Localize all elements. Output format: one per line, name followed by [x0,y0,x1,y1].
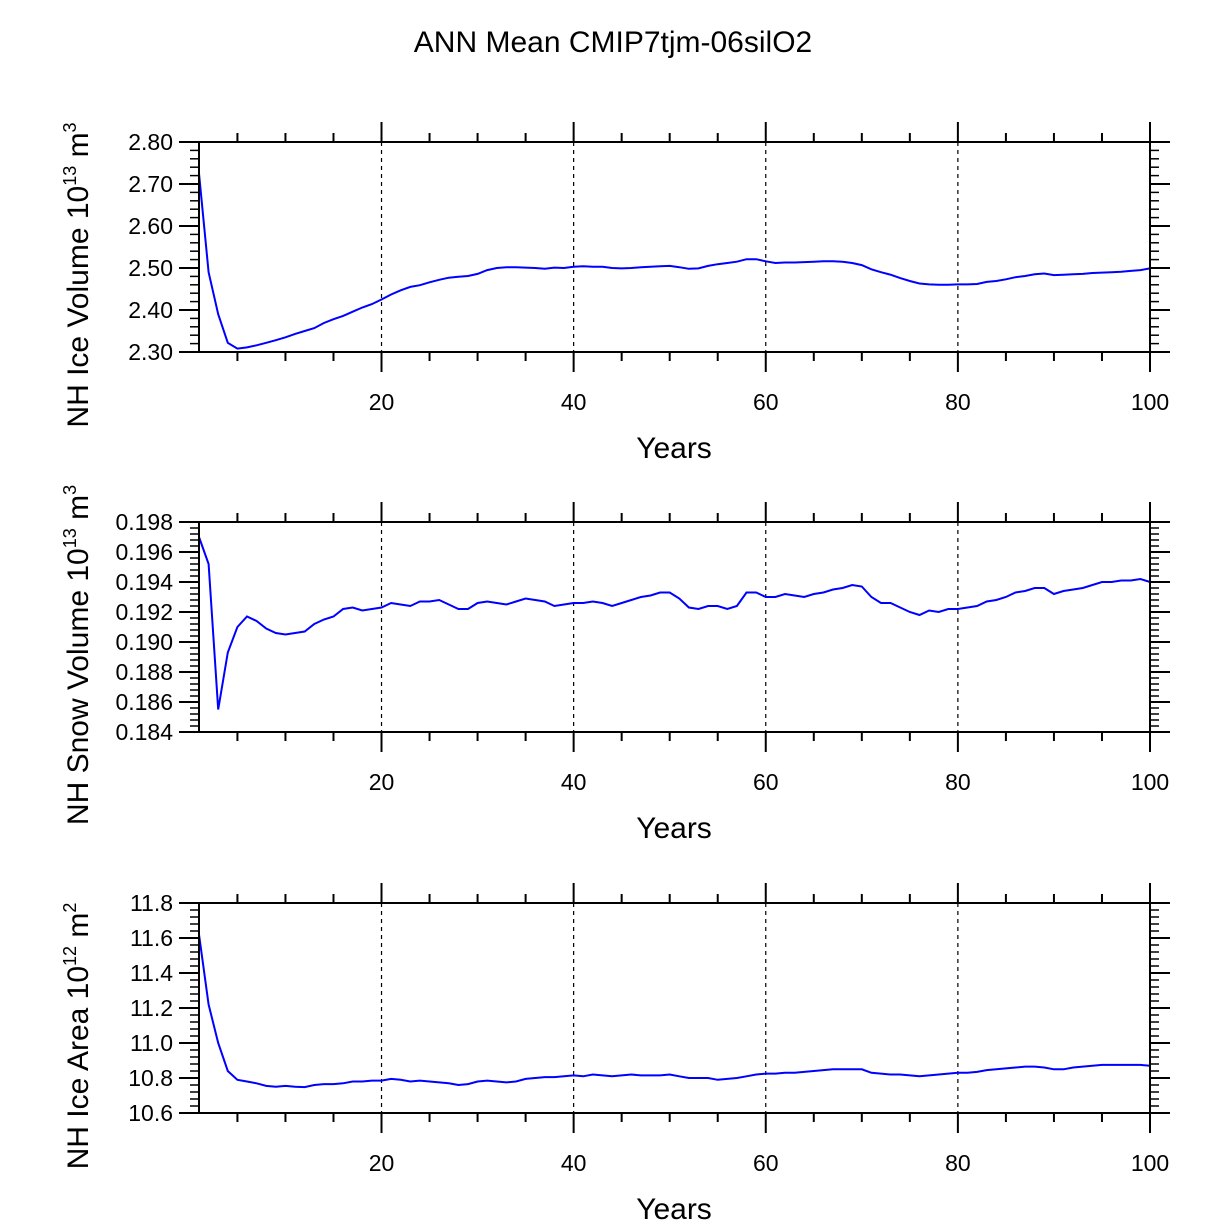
y-tick-label: 2.70 [128,171,173,197]
chart-panel-3: 20 40 60 80 100 10.6 10.8 11.0 11.2 11.4 11.6 11.8 Y… [60,883,1170,1225]
y-axis-label: NH Ice Volume 1013 m3 [60,122,95,427]
x-tick-label: 20 [369,389,395,415]
y-tick-label: 11.2 [130,995,173,1021]
chart-panel-1: 20 40 60 80 100 2.30 2.40 2.50 2.60 2.70 2.80 Years… [60,122,1170,465]
y-tick-label: 10.8 [128,1065,173,1091]
x-axis-label: Years [636,812,712,845]
y-tick-label: 0.192 [115,599,173,625]
x-axis-label: Years [636,432,712,465]
y-tick-label: 2.30 [128,339,173,365]
x-tick-label: 80 [945,389,971,415]
y-axis-label-unit-exponent: 3 [60,485,80,495]
x-tick-label: 80 [945,1150,971,1176]
y-axis-label-unit: m [62,495,95,528]
y-axis-label-main: NH Snow Volume 10 [62,548,95,825]
y-tick-label: 0.184 [115,719,173,745]
chart-panel-2: 20 40 60 80 100 0.184 0.186 0.188 0.190 0.192 0.19… [60,485,1170,845]
y-tick-label: 2.50 [128,255,173,281]
y-tick-label: 0.190 [115,629,173,655]
y-axis-label-unit-exponent: 2 [60,903,80,913]
y-tick-label: 0.186 [115,689,173,715]
x-tick-label: 100 [1131,1150,1169,1176]
y-tick-label: 11.8 [130,890,173,916]
x-tick-label: 100 [1131,769,1169,795]
y-tick-label: 2.60 [128,213,173,239]
y-axis-label: NH Snow Volume 1013 m3 [60,485,95,825]
plot-frame [198,902,1151,1114]
x-tick-label: 40 [561,389,587,415]
y-axis-label-exponent: 13 [60,166,80,186]
y-axis-label-main: NH Ice Volume 10 [62,186,95,428]
y-tick-label: 11.4 [130,960,173,986]
y-axis-label-exponent: 13 [60,528,80,548]
y-tick-label: 2.40 [128,297,173,323]
y-axis-label-unit-exponent: 3 [60,122,80,132]
x-tick-label: 60 [753,769,779,795]
y-axis-label: NH Ice Area 1012 m2 [60,903,95,1170]
y-tick-label: 0.198 [115,509,173,535]
series-line [198,173,1151,350]
plot-frame [198,141,1151,353]
y-tick-label: 0.188 [115,659,173,685]
y-tick-label: 0.194 [115,569,173,595]
x-tick-label: 40 [561,769,587,795]
y-axis-label-exponent: 12 [60,946,80,966]
chart-panels: 20 40 60 80 100 2.30 2.40 2.50 2.60 2.70 2.80 Years… [60,122,1170,1225]
y-tick-label: 0.196 [115,539,173,565]
series-line [198,934,1151,1089]
plot-frame [198,521,1151,733]
x-tick-label: 20 [369,769,395,795]
y-axis-label-unit: m [62,913,95,946]
y-tick-label: 10.6 [128,1100,173,1126]
y-axis-label-main: NH Ice Area 10 [62,966,95,1169]
x-axis-label: Years [636,1193,712,1225]
x-tick-label: 100 [1131,389,1169,415]
x-tick-label: 80 [945,769,971,795]
x-tick-label: 60 [753,389,779,415]
x-tick-label: 40 [561,1150,587,1176]
y-axis-label-unit: m [62,132,95,165]
y-tick-label: 11.0 [130,1030,173,1056]
chart-title: ANN Mean CMIP7tjm-06silO2 [414,26,812,59]
y-tick-label: 11.6 [130,925,173,951]
x-tick-label: 20 [369,1150,395,1176]
y-tick-label: 2.80 [128,129,173,155]
x-tick-label: 60 [753,1150,779,1176]
series-line [198,536,1151,710]
